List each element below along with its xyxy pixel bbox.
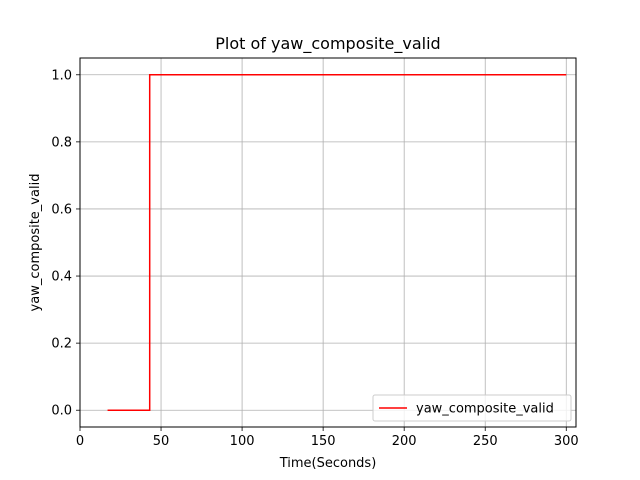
grid [79, 58, 576, 427]
x-tick-label: 100 [230, 434, 255, 449]
y-tick-label: 0.4 [51, 270, 72, 285]
x-tick-label: 50 [153, 434, 170, 449]
x-tick-label: 300 [554, 434, 579, 449]
y-tick-label: 1.0 [51, 68, 72, 83]
x-axis-label: Time(Seconds) [279, 456, 377, 471]
x-tick-label: 150 [311, 434, 336, 449]
x-tick-label: 200 [392, 434, 417, 449]
x-tick-label: 0 [76, 434, 84, 449]
series-layer [107, 74, 567, 411]
y-tick-label: 0.0 [51, 404, 72, 419]
y-tick-label: 0.8 [51, 135, 72, 150]
legend-box [372, 394, 572, 422]
ticks: 0 50 100 150 200 250 300 0.0 0.2 0.4 0.6 0.8 1.0 [51, 68, 578, 449]
y-tick-label: 0.2 [51, 337, 72, 352]
chart-title: Plot of yaw_composite_valid [215, 34, 440, 54]
axes-frame [79, 57, 577, 428]
x-tick-label: 250 [473, 434, 498, 449]
y-axis-label: yaw_composite_valid [28, 174, 43, 312]
legend: yaw_composite_valid [372, 394, 572, 422]
legend-label: yaw_composite_valid [416, 402, 554, 417]
y-tick-label: 0.6 [51, 202, 72, 217]
series-line-yaw_composite_valid [107, 74, 567, 411]
